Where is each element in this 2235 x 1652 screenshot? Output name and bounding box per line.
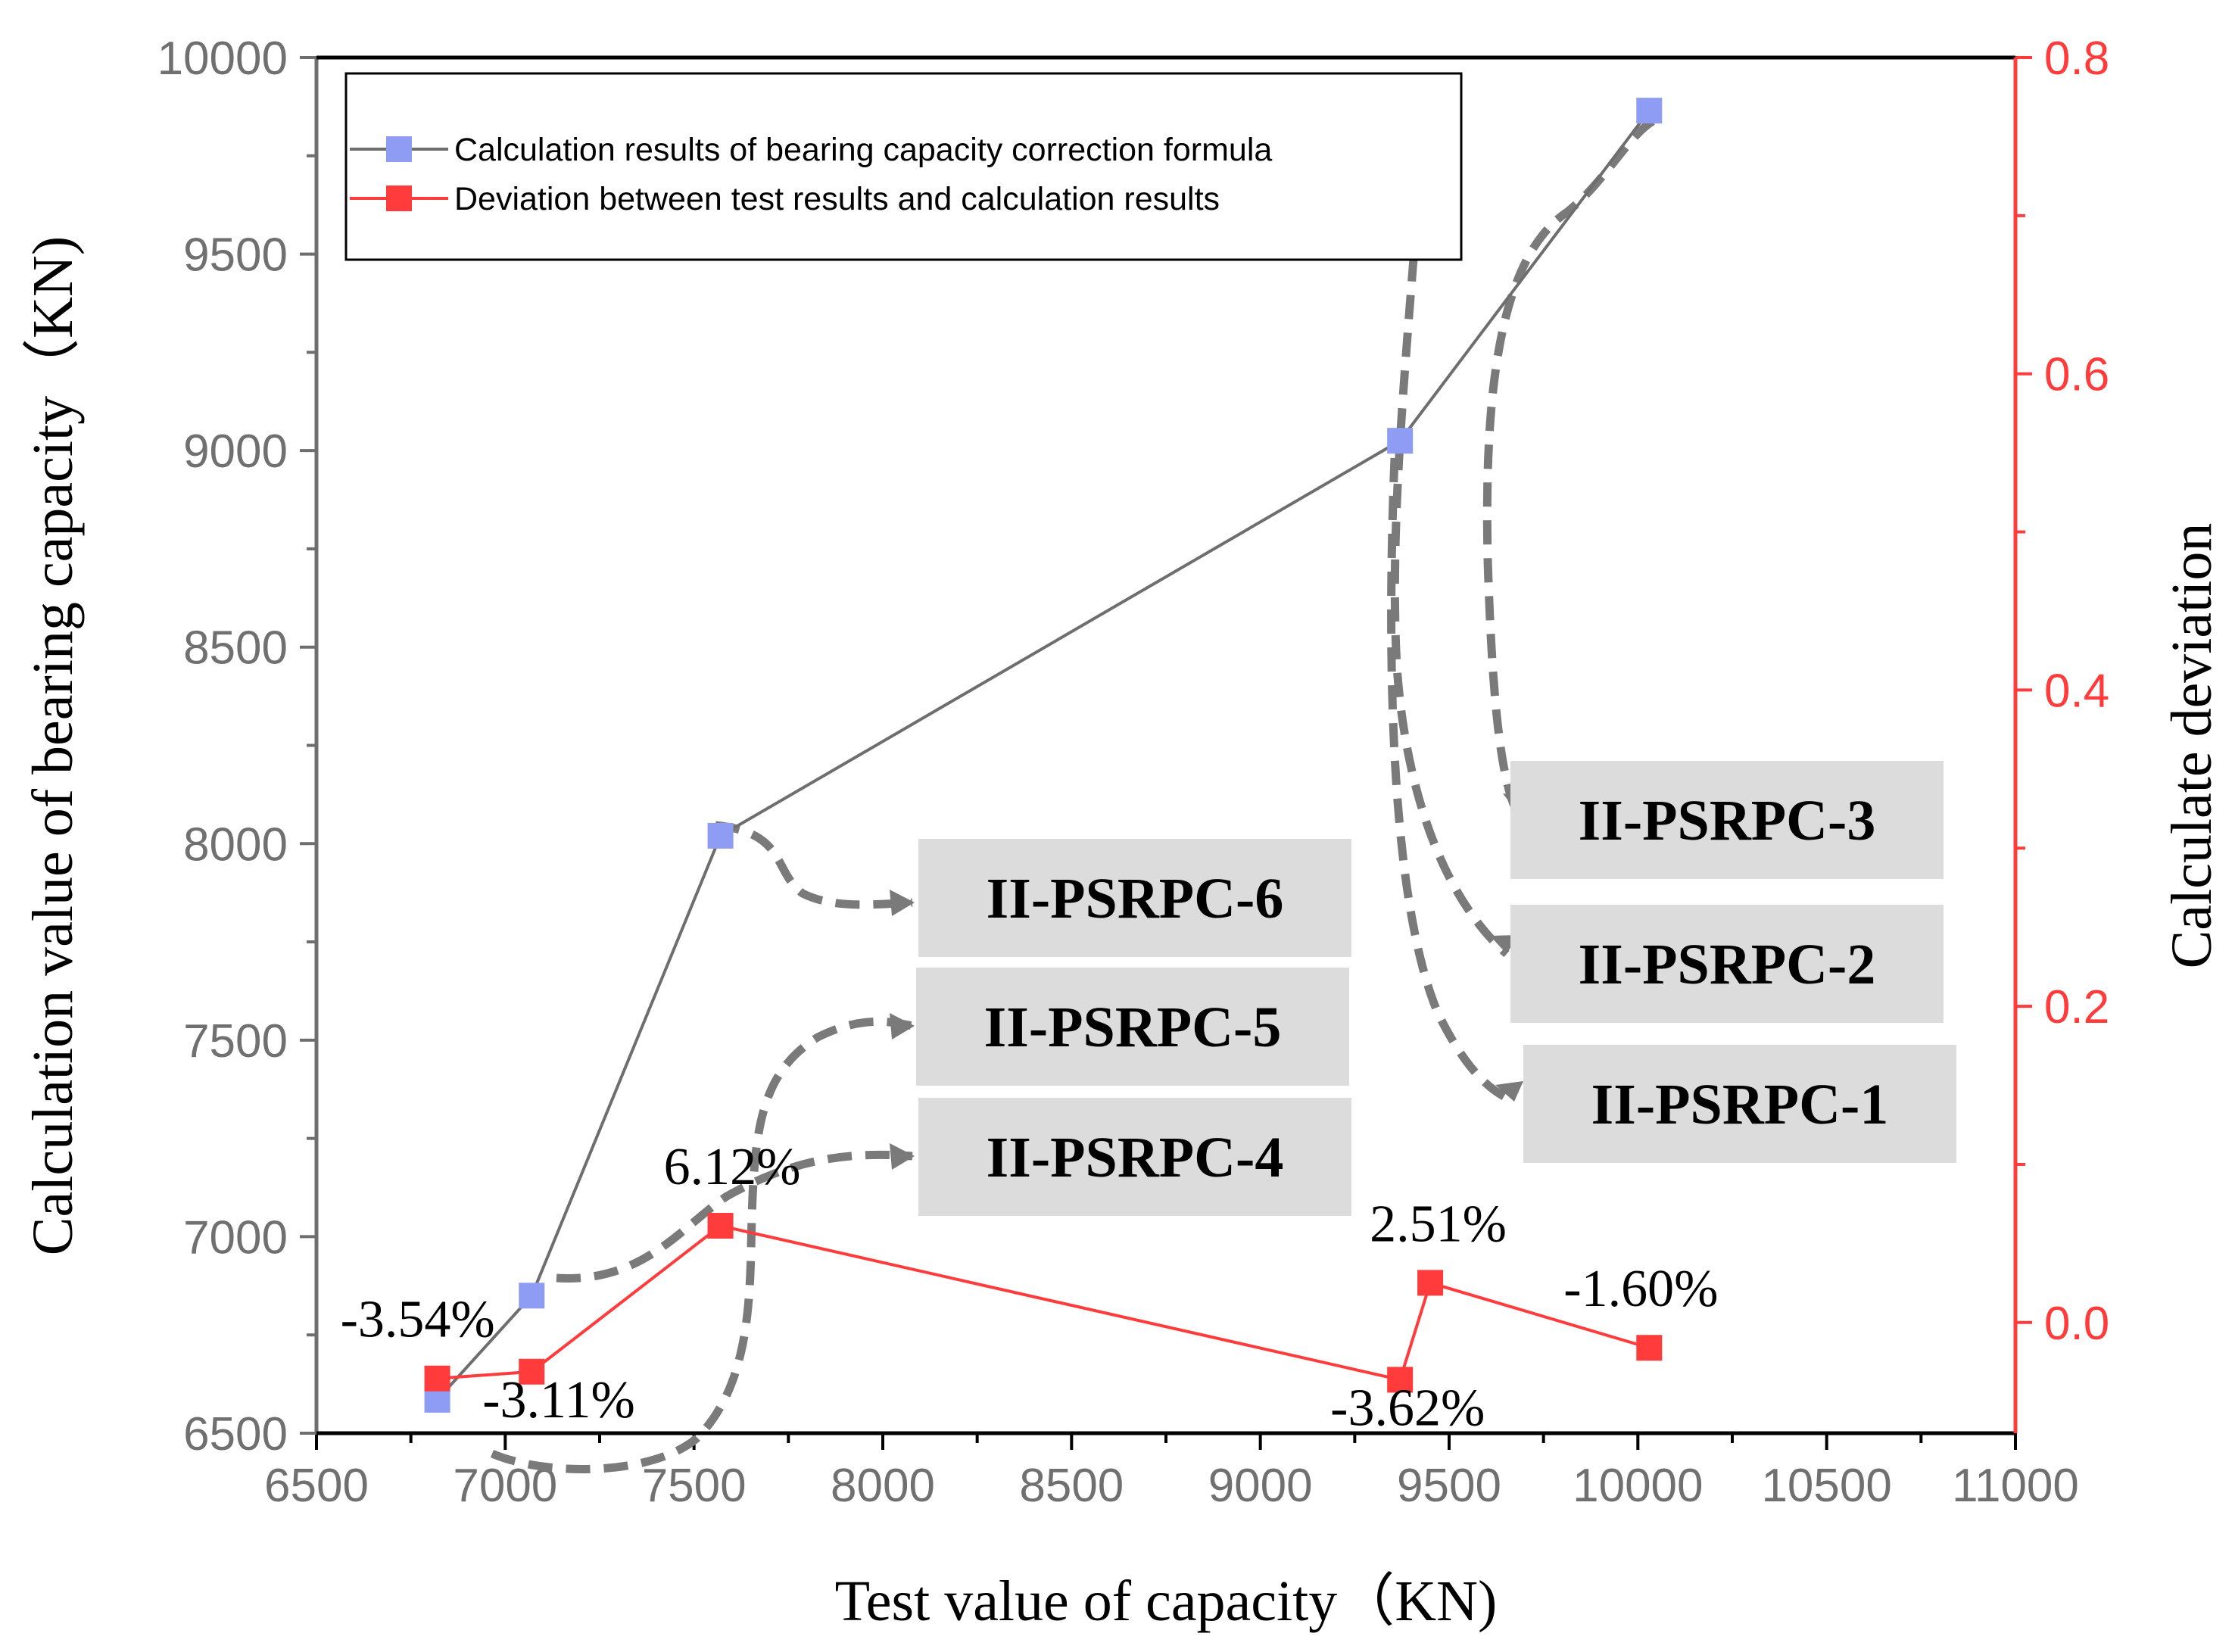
series-point-calc [707,822,734,849]
data-label-deviation: -3.54% [341,1291,495,1349]
series-point-deviation [1387,1367,1414,1393]
x-tick-label: 8500 [1019,1460,1124,1512]
x-tick-label: 11000 [1952,1460,2079,1512]
callout-box [1510,905,1944,1023]
legend-box [344,72,1463,261]
y2-axis-title: Calculate deviation [2160,523,2224,969]
series-point-deviation [1636,1335,1663,1361]
ticks-layer: 6500 7000 7500 8000 8500 9000 9500 10000 10500 11… [157,33,2110,1512]
callout-layer: II-PSRPC-1 II-PSRPC-2 II-PSRPC-3 II-PSRPC-4… [916,761,1956,1216]
y-tick-label: 7000 [183,1211,288,1264]
series-point-calc [519,1283,545,1309]
legend: Calculation results of bearing capacity … [344,72,1463,261]
y-tick-label: 8000 [183,818,288,871]
y2-tick-label: 0.0 [2044,1298,2109,1350]
x-tick-label: 10500 [1761,1460,1891,1512]
callout-arrow-path [1387,457,1516,1106]
callout-label: II-PSRPC-6 [987,867,1284,930]
callout-label: II-PSRPC-5 [984,996,1282,1059]
callout-box [918,839,1351,957]
data-label-deviation: -3.62% [1330,1379,1485,1437]
series-line-deviation [437,1223,1650,1382]
callout-arrows [490,117,1656,1473]
legend-marker-calc [386,136,412,162]
y2-tick-label: 0.2 [2044,981,2109,1033]
x-tick-label: 9500 [1397,1460,1501,1512]
x-tick-label: 6500 [264,1460,369,1512]
callout-label: II-PSRPC-4 [987,1126,1284,1189]
data-label-deviation: 2.51% [1370,1195,1507,1253]
callout-box [1510,761,1944,879]
series-point-calc [1387,428,1414,454]
y-tick-label: 6500 [183,1408,288,1460]
y-axis-title: Calculation value of bearing capacity（KN… [21,236,85,1255]
callout-arrow-head [1495,1081,1523,1102]
callout-arrow-path [490,1017,914,1473]
callout-arrow-head [890,1143,915,1170]
legend-label-calc: Calculation results of bearing capacity … [454,132,1272,168]
y-tick-label: 9500 [183,229,288,282]
legend-label-deviation: Deviation between test results and calcu… [454,181,1220,217]
x-tick-label: 9000 [1208,1460,1313,1512]
x-tick-label: 8000 [831,1460,935,1512]
series-point-deviation [707,1212,734,1239]
data-label-deviation: 6.12% [664,1138,801,1196]
series-point-calc [1636,98,1663,124]
callout-arrow-path [715,821,913,909]
y2-tick-label: 0.8 [2044,33,2109,85]
series-layer: -3.54% -3.11% 6.12% -3.62% 2.51% -1.60% [341,98,1718,1437]
y-tick-label: 8500 [183,622,288,675]
y-tick-label: 9000 [183,425,288,478]
callout-box [918,1098,1351,1216]
series-point-deviation [519,1358,545,1385]
x-axis-title: Test value of capacity（KN) [835,1569,1498,1633]
callout-arrow-head [890,1013,915,1040]
data-label-deviation: -1.60% [1563,1260,1718,1318]
callout-arrow-path [1390,181,1510,958]
callout-arrow-head [890,890,915,916]
callout-arrow-path [556,1150,913,1283]
callout-label: II-PSRPC-3 [1579,789,1876,852]
callout-arrow-path [1482,117,1656,816]
y2-tick-label: 0.6 [2044,349,2109,401]
callout-label: II-PSRPC-2 [1579,933,1876,996]
x-tick-label: 10000 [1573,1460,1703,1512]
callout-label: II-PSRPC-1 [1591,1073,1889,1136]
y-tick-label: 10000 [157,33,288,85]
y-tick-label: 7500 [183,1015,288,1068]
callout-box [1523,1045,1956,1163]
data-label-deviation: -3.11% [482,1371,635,1429]
legend-marker-deviation [386,185,412,211]
y2-tick-label: 0.4 [2044,665,2109,717]
series-point-deviation [1417,1270,1444,1296]
callout-box [916,968,1349,1086]
series-point-deviation [424,1365,450,1392]
x-tick-label: 7500 [642,1460,747,1512]
